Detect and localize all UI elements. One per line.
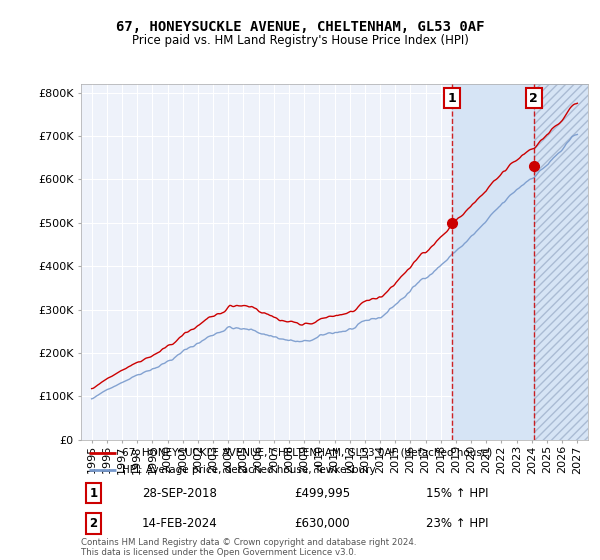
Text: 2: 2 <box>89 517 98 530</box>
Text: 14-FEB-2024: 14-FEB-2024 <box>142 517 218 530</box>
Text: £630,000: £630,000 <box>294 517 350 530</box>
Text: 2: 2 <box>529 92 538 105</box>
Text: 15% ↑ HPI: 15% ↑ HPI <box>426 487 488 500</box>
Bar <box>534 84 593 440</box>
Bar <box>452 84 534 440</box>
Text: Contains HM Land Registry data © Crown copyright and database right 2024.
This d: Contains HM Land Registry data © Crown c… <box>81 538 416 557</box>
Text: Price paid vs. HM Land Registry's House Price Index (HPI): Price paid vs. HM Land Registry's House … <box>131 34 469 46</box>
Text: 1: 1 <box>448 92 457 105</box>
Text: 1: 1 <box>89 487 98 500</box>
Text: 67, HONEYSUCKLE AVENUE, CHELTENHAM, GL53 0AF: 67, HONEYSUCKLE AVENUE, CHELTENHAM, GL53… <box>116 20 484 34</box>
Text: 23% ↑ HPI: 23% ↑ HPI <box>426 517 488 530</box>
Bar <box>534 84 593 440</box>
Text: HPI: Average price, detached house, Tewkesbury: HPI: Average price, detached house, Tewk… <box>122 465 375 475</box>
Text: 28-SEP-2018: 28-SEP-2018 <box>142 487 217 500</box>
Text: 67, HONEYSUCKLE AVENUE, CHELTENHAM, GL53 0AF (detached house): 67, HONEYSUCKLE AVENUE, CHELTENHAM, GL53… <box>122 448 492 458</box>
Text: £499,995: £499,995 <box>294 487 350 500</box>
